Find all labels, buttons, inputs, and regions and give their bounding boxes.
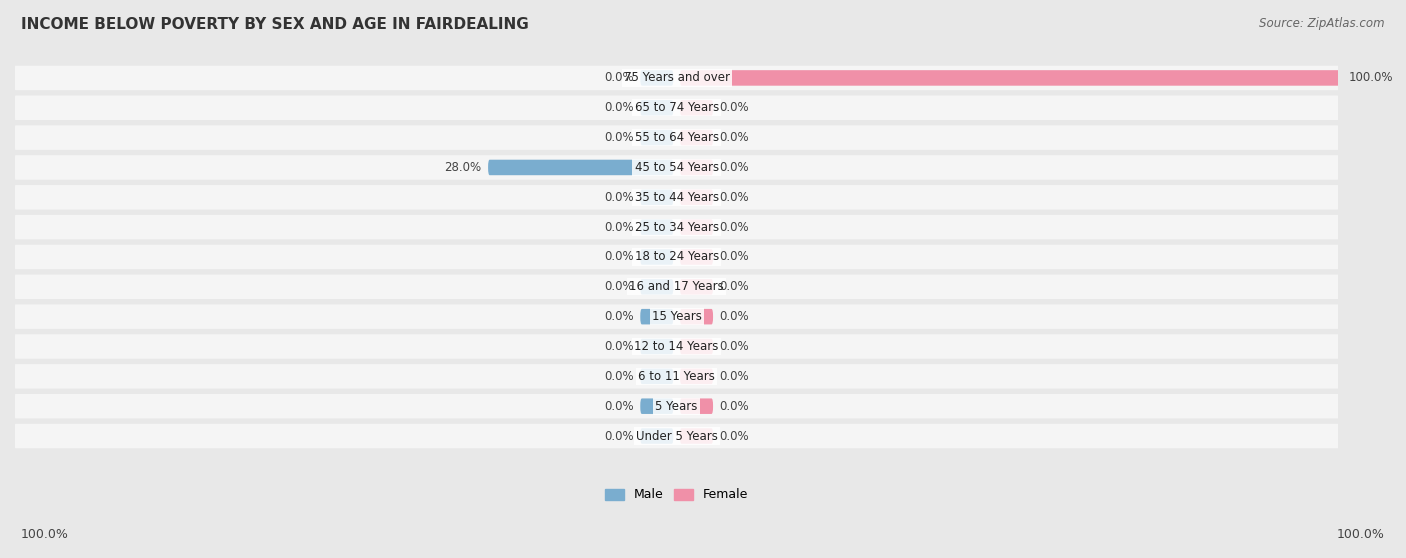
FancyBboxPatch shape	[640, 398, 673, 414]
FancyBboxPatch shape	[681, 100, 713, 116]
FancyBboxPatch shape	[681, 398, 713, 414]
Text: 0.0%: 0.0%	[605, 280, 634, 294]
Text: 100.0%: 100.0%	[1348, 71, 1393, 84]
FancyBboxPatch shape	[640, 190, 673, 205]
FancyBboxPatch shape	[640, 100, 673, 116]
Text: 0.0%: 0.0%	[720, 251, 749, 263]
FancyBboxPatch shape	[681, 309, 713, 324]
Text: 35 to 44 Years: 35 to 44 Years	[634, 191, 718, 204]
Text: 0.0%: 0.0%	[720, 131, 749, 144]
FancyBboxPatch shape	[640, 279, 673, 295]
Text: 0.0%: 0.0%	[720, 280, 749, 294]
Text: 0.0%: 0.0%	[720, 340, 749, 353]
Text: 45 to 54 Years: 45 to 54 Years	[634, 161, 718, 174]
Text: 0.0%: 0.0%	[605, 430, 634, 442]
Text: 100.0%: 100.0%	[1337, 528, 1385, 541]
FancyBboxPatch shape	[681, 339, 713, 354]
Text: 0.0%: 0.0%	[720, 191, 749, 204]
Text: 0.0%: 0.0%	[605, 71, 634, 84]
Text: 0.0%: 0.0%	[605, 220, 634, 234]
Text: 0.0%: 0.0%	[605, 251, 634, 263]
FancyBboxPatch shape	[15, 275, 1339, 299]
FancyBboxPatch shape	[15, 155, 1339, 180]
Text: 0.0%: 0.0%	[605, 131, 634, 144]
Text: 55 to 64 Years: 55 to 64 Years	[634, 131, 718, 144]
FancyBboxPatch shape	[15, 185, 1339, 210]
FancyBboxPatch shape	[640, 249, 673, 264]
Text: 0.0%: 0.0%	[720, 101, 749, 114]
FancyBboxPatch shape	[488, 160, 673, 175]
FancyBboxPatch shape	[681, 249, 713, 264]
FancyBboxPatch shape	[15, 305, 1339, 329]
Text: 12 to 14 Years: 12 to 14 Years	[634, 340, 718, 353]
Text: 0.0%: 0.0%	[720, 400, 749, 413]
Text: 15 Years: 15 Years	[652, 310, 702, 323]
Text: INCOME BELOW POVERTY BY SEX AND AGE IN FAIRDEALING: INCOME BELOW POVERTY BY SEX AND AGE IN F…	[21, 17, 529, 32]
Text: 16 and 17 Years: 16 and 17 Years	[630, 280, 724, 294]
FancyBboxPatch shape	[681, 429, 713, 444]
FancyBboxPatch shape	[15, 334, 1339, 359]
FancyBboxPatch shape	[681, 369, 713, 384]
Text: 0.0%: 0.0%	[720, 310, 749, 323]
FancyBboxPatch shape	[15, 66, 1339, 90]
FancyBboxPatch shape	[681, 70, 1341, 86]
FancyBboxPatch shape	[681, 219, 713, 235]
FancyBboxPatch shape	[15, 95, 1339, 120]
Text: 0.0%: 0.0%	[605, 310, 634, 323]
FancyBboxPatch shape	[15, 126, 1339, 150]
Text: 0.0%: 0.0%	[720, 370, 749, 383]
FancyBboxPatch shape	[640, 309, 673, 324]
Text: 0.0%: 0.0%	[605, 340, 634, 353]
FancyBboxPatch shape	[15, 394, 1339, 418]
FancyBboxPatch shape	[640, 429, 673, 444]
FancyBboxPatch shape	[15, 245, 1339, 269]
FancyBboxPatch shape	[640, 70, 673, 86]
Text: 0.0%: 0.0%	[605, 191, 634, 204]
Text: 100.0%: 100.0%	[21, 528, 69, 541]
Text: 0.0%: 0.0%	[720, 161, 749, 174]
FancyBboxPatch shape	[15, 215, 1339, 239]
FancyBboxPatch shape	[681, 160, 713, 175]
Text: Source: ZipAtlas.com: Source: ZipAtlas.com	[1260, 17, 1385, 30]
Text: 6 to 11 Years: 6 to 11 Years	[638, 370, 716, 383]
FancyBboxPatch shape	[15, 364, 1339, 388]
FancyBboxPatch shape	[15, 424, 1339, 448]
FancyBboxPatch shape	[640, 339, 673, 354]
Text: 0.0%: 0.0%	[720, 220, 749, 234]
FancyBboxPatch shape	[640, 219, 673, 235]
FancyBboxPatch shape	[681, 279, 713, 295]
FancyBboxPatch shape	[640, 130, 673, 146]
FancyBboxPatch shape	[681, 130, 713, 146]
Text: 18 to 24 Years: 18 to 24 Years	[634, 251, 718, 263]
Text: 0.0%: 0.0%	[605, 101, 634, 114]
FancyBboxPatch shape	[681, 190, 713, 205]
Text: 0.0%: 0.0%	[605, 400, 634, 413]
Text: 65 to 74 Years: 65 to 74 Years	[634, 101, 718, 114]
Text: 0.0%: 0.0%	[605, 370, 634, 383]
Text: 0.0%: 0.0%	[720, 430, 749, 442]
Text: 5 Years: 5 Years	[655, 400, 697, 413]
Legend: Male, Female: Male, Female	[600, 483, 754, 507]
Text: Under 5 Years: Under 5 Years	[636, 430, 717, 442]
Text: 75 Years and over: 75 Years and over	[624, 71, 730, 84]
Text: 28.0%: 28.0%	[444, 161, 481, 174]
FancyBboxPatch shape	[640, 369, 673, 384]
Text: 25 to 34 Years: 25 to 34 Years	[634, 220, 718, 234]
